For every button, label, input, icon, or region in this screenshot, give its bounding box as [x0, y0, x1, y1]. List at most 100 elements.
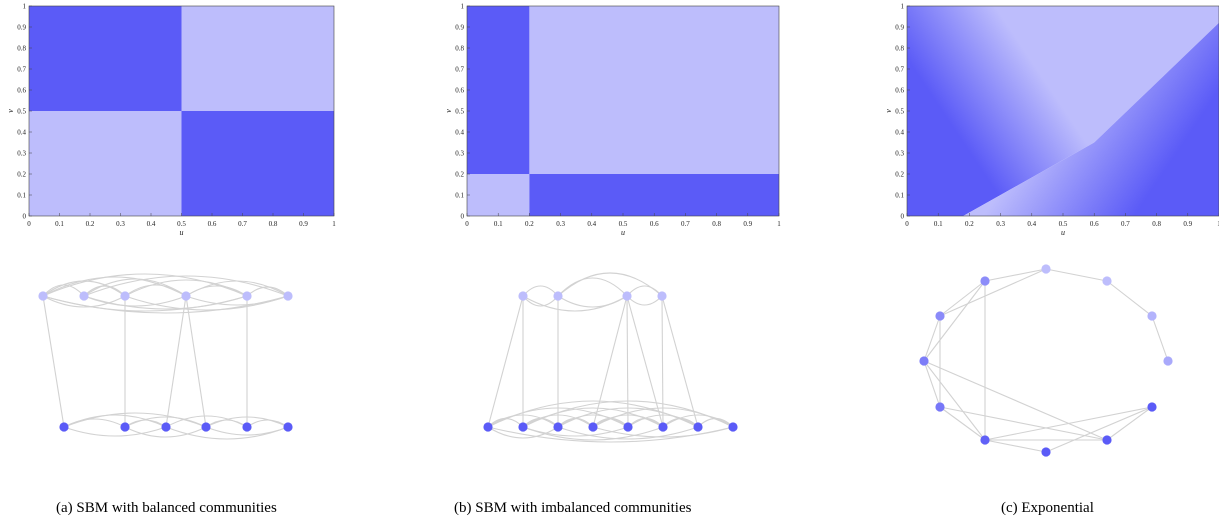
- x-tick-label: 0.7: [681, 220, 690, 228]
- x-tick-label: 0: [465, 220, 469, 228]
- graph-node: [242, 422, 252, 432]
- heat-block: [181, 111, 334, 216]
- graph-edge: [661, 295, 664, 428]
- graph-edge: [83, 295, 187, 307]
- graph-edge: [923, 315, 941, 362]
- x-tick-label: 0.2: [525, 220, 534, 228]
- y-tick-label: 0.1: [455, 192, 464, 200]
- graph-node: [693, 422, 703, 432]
- x-tick-label: 0.8: [269, 220, 278, 228]
- graph-edge: [124, 416, 207, 428]
- graph-edge: [1045, 268, 1108, 282]
- graph-edge: [697, 417, 734, 428]
- x-tick-label: 1: [332, 220, 336, 228]
- graph-edge: [165, 295, 187, 428]
- y-axis-label: v: [884, 109, 893, 113]
- x-tick-label: 0.7: [238, 220, 247, 228]
- graph-node: [728, 422, 738, 432]
- graph-edge: [185, 295, 207, 428]
- y-tick-label: 0.9: [895, 24, 904, 32]
- graph-node: [518, 291, 528, 301]
- graph-node: [283, 291, 293, 301]
- graph-edge: [83, 295, 248, 310]
- graph-edge: [939, 406, 986, 441]
- graph-node: [935, 311, 945, 321]
- graph-balanced: [38, 273, 293, 440]
- heatmap-3: 0 0.1 0.2 0.3 0.4 0.5 0.6 0.7 0.8 0.9 1 0 0.1 0.2 0.3 0…: [884, 3, 1219, 237]
- graph-edge: [661, 295, 699, 428]
- y-tick-label: 0.6: [895, 87, 904, 95]
- graph-edge: [939, 268, 1047, 317]
- graph-edge: [557, 277, 628, 297]
- y-tick-label: 0: [23, 213, 27, 221]
- y-tick-label: 0.2: [895, 171, 904, 179]
- x-tick-label: 0: [27, 220, 31, 228]
- x-tick-label: 0.3: [996, 220, 1005, 228]
- x-tick-label: 0.1: [934, 220, 943, 228]
- y-tick-label: 0: [901, 213, 905, 221]
- heat-block: [467, 6, 530, 174]
- graph-node: [38, 291, 48, 301]
- graph-edge: [984, 406, 1153, 441]
- x-tick-label: 0.6: [208, 220, 217, 228]
- graph-edge: [63, 412, 207, 428]
- graph-edge: [557, 272, 663, 297]
- graph-node: [623, 422, 633, 432]
- graph-node: [518, 422, 528, 432]
- x-tick-label: 0: [905, 220, 909, 228]
- graph-node: [483, 422, 493, 432]
- graph-edge: [923, 360, 986, 441]
- graph-node: [980, 435, 990, 445]
- y-tick-label: 0.7: [895, 66, 904, 74]
- graph-edge: [205, 426, 289, 436]
- graph-node: [1041, 447, 1051, 457]
- y-tick-label: 0.4: [17, 129, 26, 137]
- y-tick-label: 0.8: [895, 45, 904, 53]
- graph-edge: [1106, 406, 1153, 441]
- x-tick-label: 1: [777, 220, 781, 228]
- x-tick-label: 0.7: [1121, 220, 1130, 228]
- graph-edge: [1151, 315, 1169, 362]
- x-tick-label: 0.4: [1027, 220, 1036, 228]
- y-tick-label: 1: [461, 3, 465, 11]
- y-tick-label: 0.6: [455, 87, 464, 95]
- graph-node: [1041, 264, 1051, 274]
- graph-edge: [522, 295, 628, 312]
- y-tick-label: 0.3: [455, 150, 464, 158]
- y-tick-label: 0: [461, 213, 465, 221]
- x-tick-label: 0.4: [147, 220, 156, 228]
- graph-edge: [487, 295, 524, 428]
- x-tick-label: 0.5: [1059, 220, 1068, 228]
- x-tick-label: 0.1: [55, 220, 64, 228]
- y-tick-label: 0.6: [17, 87, 26, 95]
- caption-c: (c) Exponential: [1001, 500, 1094, 516]
- y-axis-label: v: [6, 109, 15, 113]
- graph-edge: [205, 419, 248, 428]
- graph-node: [658, 422, 668, 432]
- graph-edge: [124, 284, 187, 297]
- x-tick-label: 0.6: [1090, 220, 1099, 228]
- y-tick-label: 0.5: [455, 108, 464, 116]
- y-tick-label: 0.8: [17, 45, 26, 53]
- graph-edge: [592, 426, 734, 438]
- heat-gradient-upper: [907, 6, 1219, 216]
- heatmap-1: 0 0.1 0.2 0.3 0.4 0.5 0.6 0.7 0.8 0.9 1 0 0.1 0.2 0.3 0…: [6, 3, 336, 238]
- y-tick-label: 0.5: [17, 108, 26, 116]
- graph-exponential: [919, 264, 1173, 457]
- y-tick-label: 0.4: [455, 129, 464, 137]
- graph-edge: [984, 439, 1047, 453]
- graph-edge: [42, 295, 289, 314]
- figure: 0 0.1 0.2 0.3 0.4 0.5 0.6 0.7 0.8 0.9 1 0 0.1 0.2 0.3 0…: [6, 3, 1219, 457]
- x-tick-label: 0.8: [712, 220, 721, 228]
- graph-node: [980, 276, 990, 286]
- heat-block: [529, 174, 779, 216]
- graph-edge: [124, 426, 207, 438]
- y-tick-label: 0.9: [455, 24, 464, 32]
- graph-edge: [592, 417, 629, 428]
- graph-edge: [626, 295, 663, 306]
- graph-edge: [42, 276, 187, 297]
- x-tick-label: 0.8: [1152, 220, 1161, 228]
- graph-edge: [1106, 280, 1153, 317]
- graph-node: [120, 422, 130, 432]
- graph-edge: [487, 417, 524, 428]
